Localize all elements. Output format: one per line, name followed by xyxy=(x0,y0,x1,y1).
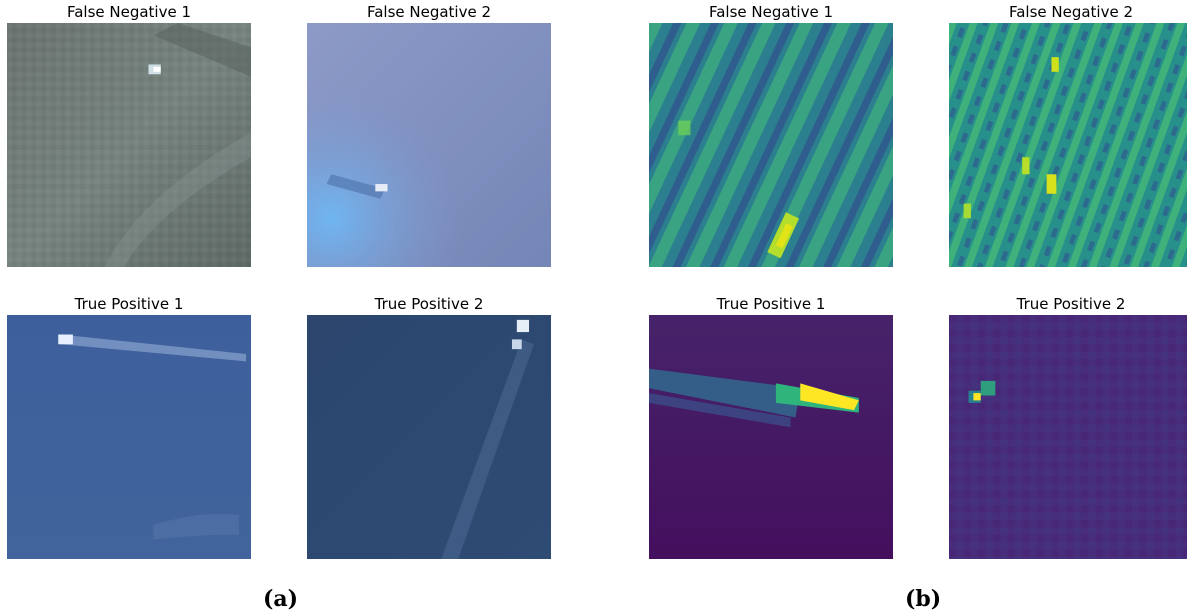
heatmap-tile-b-fn1 xyxy=(649,23,893,267)
image-tile-a-fn2 xyxy=(307,23,551,267)
heatmap-tile-b-tp1 xyxy=(649,315,893,559)
image-tile-a-tp2 xyxy=(307,315,551,559)
image-tile-a-tp1 xyxy=(7,315,251,559)
heatmap-tile-b-tp2 xyxy=(949,315,1187,559)
tile-title-b-fn2: False Negative 2 xyxy=(1008,3,1134,21)
tile-title-b-tp1: True Positive 1 xyxy=(716,295,826,313)
heatmap-tile-b-fn2 xyxy=(949,23,1187,267)
panel-label-b: (b) xyxy=(905,586,942,612)
tile-title-a-fn2: False Negative 2 xyxy=(366,3,492,21)
tile-title-a-fn1: False Negative 1 xyxy=(66,3,192,21)
image-tile-a-fn1 xyxy=(7,23,251,267)
tile-title-a-tp1: True Positive 1 xyxy=(74,295,184,313)
tile-title-a-tp2: True Positive 2 xyxy=(374,295,484,313)
tile-title-b-tp2: True Positive 2 xyxy=(1016,295,1126,313)
tile-title-b-fn1: False Negative 1 xyxy=(708,3,834,21)
panel-label-a: (a) xyxy=(263,586,299,612)
